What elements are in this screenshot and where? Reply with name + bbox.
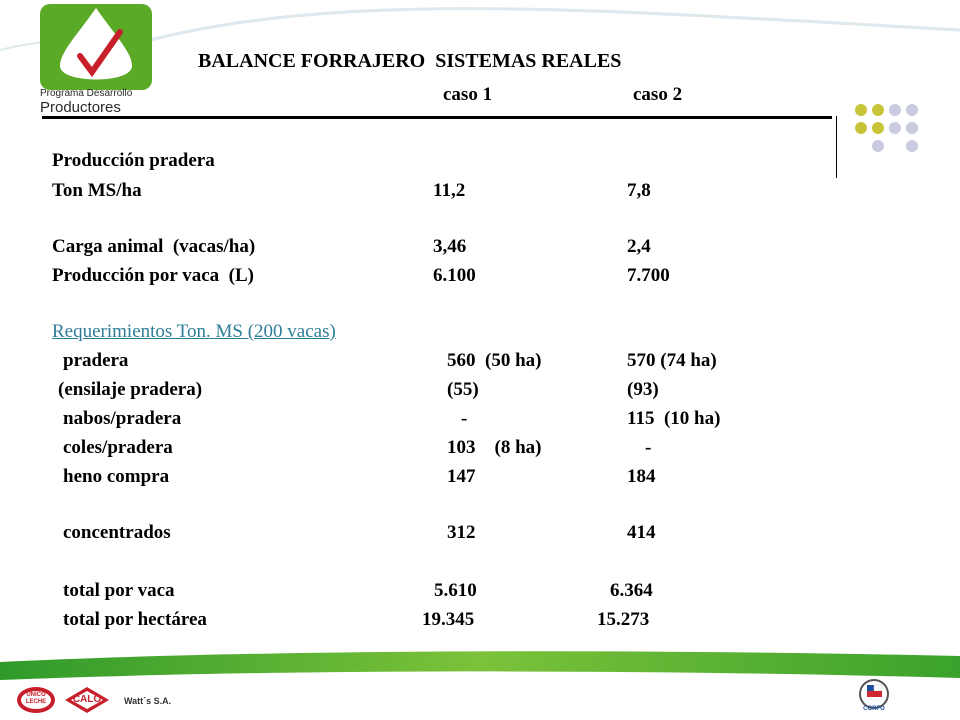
brand2-text: CALO bbox=[72, 694, 102, 705]
row-pradera-case2: 570 (74 ha) bbox=[627, 350, 717, 371]
row-ton-ms-case2: 7,8 bbox=[627, 180, 651, 201]
row-coles-case1: 103 (8 ha) bbox=[447, 437, 542, 458]
logo-line2: Productores bbox=[40, 99, 121, 116]
row-ensilaje-label: (ensilaje pradera) bbox=[58, 379, 203, 400]
row-ton-ms-label: Ton MS/ha bbox=[52, 180, 142, 201]
row-total-ha-case2: 15.273 bbox=[597, 609, 650, 630]
row-prod-vaca-case2: 7.700 bbox=[627, 265, 670, 286]
row-prod-vaca-case1: 6.100 bbox=[433, 265, 476, 286]
row-ensilaje-case1: (55) bbox=[447, 379, 479, 400]
requirements-heading-link[interactable]: Requerimientos Ton. MS (200 vacas) bbox=[52, 321, 336, 342]
corfo-text: CORFO bbox=[863, 706, 885, 712]
row-nabos-case1: - bbox=[461, 408, 468, 429]
decorative-dots bbox=[855, 104, 918, 152]
row-prod-vaca-label: Producción por vaca (L) bbox=[52, 265, 254, 286]
row-heno-label: heno compra bbox=[63, 466, 170, 487]
page-title: BALANCE FORRAJERO SISTEMAS REALES bbox=[198, 50, 622, 72]
row-coles-case2: - bbox=[645, 437, 652, 458]
row-ensilaje-case2: (93) bbox=[627, 379, 659, 400]
row-nabos-case2: 115 (10 ha) bbox=[627, 408, 721, 429]
unico-leche-logo: UNICO LECHE bbox=[16, 686, 56, 714]
case2-header: caso 2 bbox=[633, 84, 683, 105]
row-coles-label: coles/pradera bbox=[63, 437, 173, 458]
row-concentrados-case2: 414 bbox=[627, 522, 656, 543]
row-nabos-label: nabos/pradera bbox=[63, 408, 182, 429]
row-heno-case1: 147 bbox=[447, 466, 476, 487]
logo-drop-icon bbox=[40, 4, 152, 90]
row-pradera-case1: 560 (50 ha) bbox=[447, 350, 542, 371]
row-pradera-label: pradera bbox=[63, 350, 129, 371]
production-heading: Producción pradera bbox=[52, 150, 215, 171]
row-total-ha-case1: 19.345 bbox=[422, 609, 475, 630]
calo-logo: CALO bbox=[64, 686, 110, 714]
corfo-logo: CORFO bbox=[856, 678, 892, 714]
row-total-vaca-case2: 6.364 bbox=[610, 580, 653, 601]
row-ton-ms-case1: 11,2 bbox=[433, 180, 466, 201]
row-carga-case1: 3,46 bbox=[433, 236, 467, 257]
brand1-text: UNICO LECHE bbox=[25, 692, 47, 705]
row-total-vaca-case1: 5.610 bbox=[434, 580, 477, 601]
footer-green-band bbox=[0, 651, 960, 680]
case1-header: caso 1 bbox=[443, 84, 493, 105]
row-concentrados-case1: 312 bbox=[447, 522, 476, 543]
row-heno-case2: 184 bbox=[627, 466, 656, 487]
row-total-ha-label: total por hectárea bbox=[63, 609, 207, 630]
program-logo: Programa Desarrollo Productores bbox=[38, 4, 154, 116]
row-concentrados-label: concentrados bbox=[63, 522, 171, 543]
row-carga-case2: 2,4 bbox=[627, 236, 651, 257]
row-total-vaca-label: total por vaca bbox=[63, 580, 175, 601]
company-name: Watt´s S.A. bbox=[124, 696, 172, 706]
header-divider bbox=[42, 116, 832, 119]
vertical-divider bbox=[836, 116, 837, 178]
row-carga-label: Carga animal (vacas/ha) bbox=[52, 236, 256, 257]
logo-line1: Programa Desarrollo bbox=[40, 88, 133, 99]
